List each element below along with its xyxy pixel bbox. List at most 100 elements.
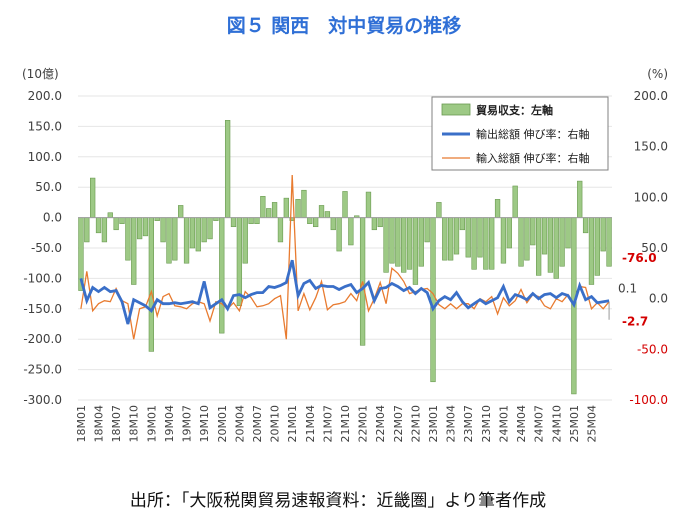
x-tick-label: 22M07 <box>392 405 405 443</box>
left-tick-label: 150.0 <box>28 119 62 133</box>
right-tick-label: 50.0 <box>641 241 668 255</box>
trade-balance-bar <box>295 199 301 218</box>
trade-balance-bar <box>336 217 342 252</box>
import-latest-label: -2.7 <box>622 315 648 329</box>
trade-balance-bar <box>512 185 518 218</box>
x-tick-label: 24M07 <box>533 405 546 443</box>
legend-label-export: 輸出総額 伸び率：右軸 <box>476 127 590 141</box>
right-tick-label: 100.0 <box>634 190 668 204</box>
left-tick-label: 50.0 <box>35 180 62 194</box>
x-tick-label: 20M04 <box>233 405 246 443</box>
x-tick-label: 24M10 <box>550 405 563 443</box>
legend: 貿易収支：左軸 輸出総額 伸び率：右軸 輸入総額 伸び率：右軸 <box>431 96 609 171</box>
x-tick-label: 18M07 <box>110 405 123 443</box>
trade-balance-bar <box>219 217 225 334</box>
trade-balance-bar <box>266 208 272 218</box>
trade-balance-bar <box>383 217 389 273</box>
left-tick-label: 0.0 <box>43 211 62 225</box>
left-tick-label: -50.0 <box>31 241 62 255</box>
trade-balance-bar <box>248 217 254 224</box>
left-tick-label: 100.0 <box>28 150 62 164</box>
trade-balance-bar <box>377 217 383 228</box>
right-tick-label: 0.0 <box>649 292 668 306</box>
left-axis-ticks: 200.0 150.0 100.0 50.0 0.0 -50.0 -100.0 -150.0 -… <box>23 89 62 407</box>
trade-balance-bar <box>313 217 319 228</box>
trade-balance-bar <box>530 217 536 246</box>
x-tick-label: 18M01 <box>75 405 88 443</box>
trade-balance-bar <box>113 217 119 231</box>
export-growth-line <box>79 259 610 325</box>
trade-balance-bar <box>207 217 213 240</box>
trade-balance-bar <box>442 217 448 261</box>
trade-balance-bar <box>324 211 331 218</box>
trade-balance-bar <box>606 217 612 267</box>
chart-title: 図５ 関西 対中貿易の推移 <box>227 14 462 37</box>
trade-balance-bar <box>142 217 149 237</box>
trade-balance-bar <box>172 217 178 261</box>
x-tick-label: 21M04 <box>304 405 317 443</box>
trade-balance-bar <box>418 217 424 267</box>
trade-balance-bar <box>365 191 372 218</box>
trade-balance-latest-label: -76.0 <box>622 251 657 265</box>
legend-bar-swatch <box>441 103 471 116</box>
trade-balance-bar <box>136 217 143 240</box>
left-tick-label: -100.0 <box>23 271 62 285</box>
x-tick-label: 24M04 <box>515 405 528 443</box>
trade-balance-bar <box>459 217 466 231</box>
x-tick-label: 19M10 <box>198 405 211 443</box>
trade-balance-bar <box>178 205 184 218</box>
trade-balance-bar <box>594 217 600 276</box>
trade-balance-bar <box>553 217 559 279</box>
x-tick-label: 20M01 <box>216 405 229 443</box>
left-tick-label: 200.0 <box>28 89 62 103</box>
trade-balance-bar <box>477 217 483 258</box>
x-tick-label: 18M10 <box>128 405 141 443</box>
trade-balance-bar <box>588 217 595 285</box>
left-tick-label: -250.0 <box>23 363 62 377</box>
trade-balance-bar <box>506 217 512 249</box>
trade-balance-bar <box>389 217 395 264</box>
right-tick-label: -100.0 <box>629 393 668 407</box>
x-axis-ticks: 18M01 18M04 18M07 18M10 19M01 19M04 19M07 19M10… <box>75 405 599 443</box>
trade-balance-bar <box>230 217 237 228</box>
trade-balance-bar <box>166 217 172 264</box>
trade-balance-bar <box>183 217 190 264</box>
x-tick-label: 20M07 <box>251 405 264 443</box>
x-tick-label: 19M01 <box>145 405 158 443</box>
x-tick-label: 21M10 <box>339 405 352 443</box>
trade-balance-bar <box>600 217 606 252</box>
right-tick-label: 200.0 <box>634 89 668 103</box>
trade-balance-bar <box>283 197 289 218</box>
left-axis-unit: (10億) <box>22 67 59 81</box>
trade-balance-bar <box>471 217 477 270</box>
trade-balance-bar <box>371 217 377 231</box>
trade-balance-bar <box>541 217 548 255</box>
trade-balance-bar <box>236 217 243 307</box>
x-tick-label: 19M07 <box>181 405 194 443</box>
trade-balance-bar <box>242 217 248 264</box>
x-tick-label: 23M07 <box>462 405 475 443</box>
x-tick-label: 21M07 <box>321 405 334 443</box>
legend-label-trade-balance: 貿易収支：左軸 <box>476 103 553 117</box>
trade-balance-bar <box>260 196 266 218</box>
x-tick-label: 21M01 <box>286 405 299 443</box>
x-tick-label: 22M10 <box>409 405 422 443</box>
trade-balance-bar <box>330 217 336 231</box>
right-tick-label: 150.0 <box>634 140 668 154</box>
trade-balance-bar <box>524 217 530 261</box>
trade-balance-bar <box>489 217 495 270</box>
trade-balance-bar <box>518 217 524 267</box>
trade-balance-bar <box>348 217 354 246</box>
x-tick-label: 22M01 <box>357 405 370 443</box>
trade-balance-bar <box>447 217 454 261</box>
trade-balance-bar <box>395 217 401 267</box>
trade-balance-bar <box>318 205 325 218</box>
trade-balance-bar <box>90 177 96 218</box>
trade-balance-bar <box>547 217 554 273</box>
x-tick-label: 22M04 <box>374 405 387 443</box>
trade-balance-bar <box>95 217 102 234</box>
trade-balance-bar <box>119 217 125 224</box>
x-tick-label: 18M04 <box>93 405 106 443</box>
import-growth-line <box>80 174 610 340</box>
